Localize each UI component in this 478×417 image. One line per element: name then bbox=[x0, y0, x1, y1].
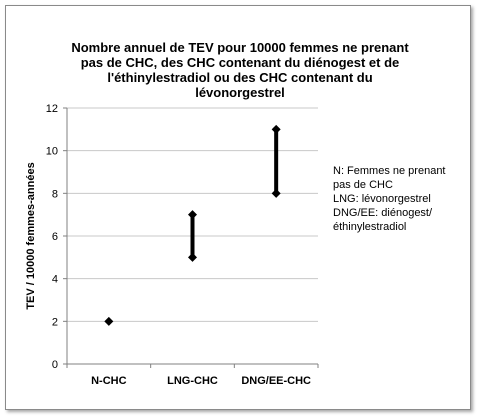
y-tick-label: 6 bbox=[52, 231, 58, 243]
y-tick-label: 8 bbox=[52, 188, 58, 200]
legend-line: pas de CHC bbox=[333, 179, 393, 191]
legend-line: N: Femmes ne prenant bbox=[333, 165, 446, 177]
y-tick-label: 10 bbox=[46, 146, 58, 158]
y-axis-label: TEV / 10000 femmes-années bbox=[25, 162, 37, 309]
legend-line: éthinylestradiol bbox=[333, 221, 406, 233]
chart-frame bbox=[5, 5, 471, 410]
y-tick-labels: 0 2 4 6 8 10 12 bbox=[46, 103, 58, 371]
title-line: pas de CHC, des CHC contenant du diénoge… bbox=[81, 55, 400, 70]
x-category-label: DNG/EE-CHC bbox=[241, 375, 311, 387]
point-marker bbox=[104, 316, 114, 326]
x-category-label: N-CHC bbox=[91, 375, 126, 387]
range-low-marker bbox=[271, 188, 281, 198]
axes bbox=[63, 107, 319, 368]
range-high-marker bbox=[271, 124, 281, 134]
range-high-marker bbox=[188, 210, 197, 220]
x-category-label: LNG-CHC bbox=[167, 375, 218, 387]
y-tick-label: 12 bbox=[46, 103, 58, 115]
title-line: lévonorgestrel bbox=[195, 85, 285, 100]
x-category-labels: N-CHC LNG-CHC DNG/EE-CHC bbox=[91, 375, 311, 387]
legend-line: LNG: lévonorgestrel bbox=[333, 193, 431, 205]
legend-line: DNG/EE: diénogest/ bbox=[333, 207, 433, 219]
title-line: l'éthinylestradiol ou des CHC contenant … bbox=[107, 70, 372, 85]
chart-title: Nombre annuel de TEV pour 10000 femmes n… bbox=[71, 40, 409, 100]
y-tick-label: 4 bbox=[52, 274, 58, 286]
legend-annotation: N: Femmes ne prenant pas de CHC LNG: lévon… bbox=[333, 165, 446, 233]
range-low-marker bbox=[188, 252, 197, 262]
y-tick-label: 2 bbox=[52, 316, 58, 328]
data-marks bbox=[104, 124, 281, 326]
y-tick-label: 0 bbox=[52, 359, 58, 371]
title-line: Nombre annuel de TEV pour 10000 femmes n… bbox=[71, 40, 409, 55]
